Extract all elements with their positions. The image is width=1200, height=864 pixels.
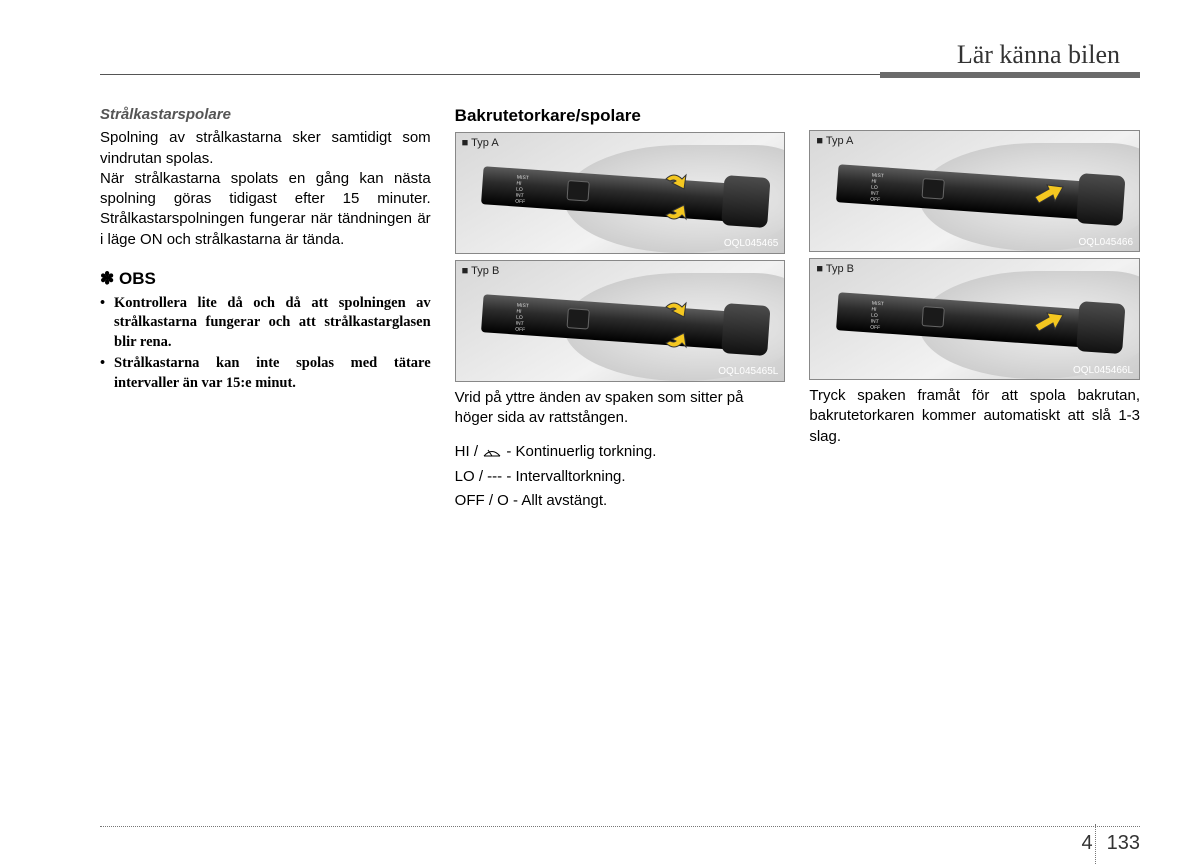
column-3: ■ Typ A MIST HI LO INT OFF OQL045466 ■ T… — [809, 105, 1140, 511]
stalk-button — [921, 306, 944, 327]
obs-list: Kontrollera lite då och då att spolninge… — [100, 294, 431, 394]
figure-col3-a: ■ Typ A MIST HI LO INT OFF OQL045466 — [809, 130, 1140, 252]
page-footer: 4 133 — [100, 826, 1140, 827]
page-number: 4 133 — [1082, 832, 1141, 855]
rotate-arrow-icon — [656, 295, 692, 355]
fig-label: ■ Typ A — [816, 134, 853, 149]
col1-p2: När strålkastarna spolats en gång kan nä… — [100, 169, 431, 250]
content-columns: Strålkastarspolare Spolning av strålkast… — [100, 105, 1140, 511]
stalk-markings: MIST HI LO INT OFF — [870, 301, 884, 332]
stalk-tip — [1075, 173, 1124, 226]
rotate-arrow-icon — [656, 167, 692, 227]
push-arrow-icon — [1027, 177, 1067, 207]
col1-heading: Strålkastarspolare — [100, 105, 431, 125]
header-rule — [100, 74, 1140, 75]
stalk-markings: MIST HI LO INT OFF — [515, 175, 529, 206]
figure-col2-b: ■ Typ B MIST HI LO INT OFF OQL045465L — [455, 260, 786, 382]
footer-dotline — [100, 826, 1140, 827]
obs-title: ✽ OBS — [100, 268, 431, 291]
fig-code: OQL045465 — [724, 237, 779, 251]
header-accent — [880, 72, 1140, 78]
stalk-markings: MIST HI LO INT OFF — [870, 173, 884, 204]
stalk-tip — [721, 175, 770, 228]
push-arrow-icon — [1027, 305, 1067, 335]
setting-lo: LO / --- - Intervalltorkning. — [455, 467, 786, 487]
column-2: Bakrutetorkare/spolare ■ Typ A MIST HI L… — [455, 105, 786, 511]
page-num: 133 — [1099, 832, 1140, 855]
setting-off: OFF / O - Allt avstängt. — [455, 491, 786, 511]
setting-hi: HI / - Kontinuerlig torkning. — [455, 442, 786, 462]
stalk-tip — [1075, 301, 1124, 354]
stalk-button — [566, 308, 589, 329]
figure-col3-b: ■ Typ B MIST HI LO INT OFF OQL045466L — [809, 258, 1140, 380]
fig-label: ■ Typ B — [816, 262, 854, 277]
fig-label: ■ Typ B — [462, 264, 500, 279]
fig-code: OQL045466 — [1079, 236, 1134, 250]
setting-hi-prefix: HI / — [455, 443, 483, 460]
figure-col2-a: ■ Typ A MIST HI LO INT OFF OQL045465 — [455, 132, 786, 254]
wiper-icon — [482, 445, 502, 459]
fig-label: ■ Typ A — [462, 136, 499, 151]
col3-body: Tryck spaken framåt för att spola bakrut… — [809, 386, 1140, 447]
fig-code: OQL045465L — [718, 365, 778, 379]
column-1: Strålkastarspolare Spolning av strålkast… — [100, 105, 431, 511]
col1-p1: Spolning av strålkastarna sker samtidigt… — [100, 128, 431, 169]
stalk-tip — [721, 303, 770, 356]
setting-hi-suffix: - Kontinuerlig torkning. — [502, 443, 656, 460]
col2-heading: Bakrutetorkare/spolare — [455, 105, 786, 128]
stalk-markings: MIST HI LO INT OFF — [515, 303, 529, 334]
fig-code: OQL045466L — [1073, 364, 1133, 378]
stalk-button — [566, 180, 589, 201]
header-title: Lär känna bilen — [100, 40, 1140, 74]
col2-body: Vrid på yttre änden av spaken som sitter… — [455, 388, 786, 429]
page-header: Lär känna bilen — [100, 40, 1140, 75]
section-number: 4 — [1082, 832, 1099, 855]
obs-item-1: Kontrollera lite då och då att spolninge… — [100, 294, 431, 353]
stalk-button — [921, 178, 944, 199]
obs-item-2: Strålkastarna kan inte spolas med tätare… — [100, 354, 431, 393]
